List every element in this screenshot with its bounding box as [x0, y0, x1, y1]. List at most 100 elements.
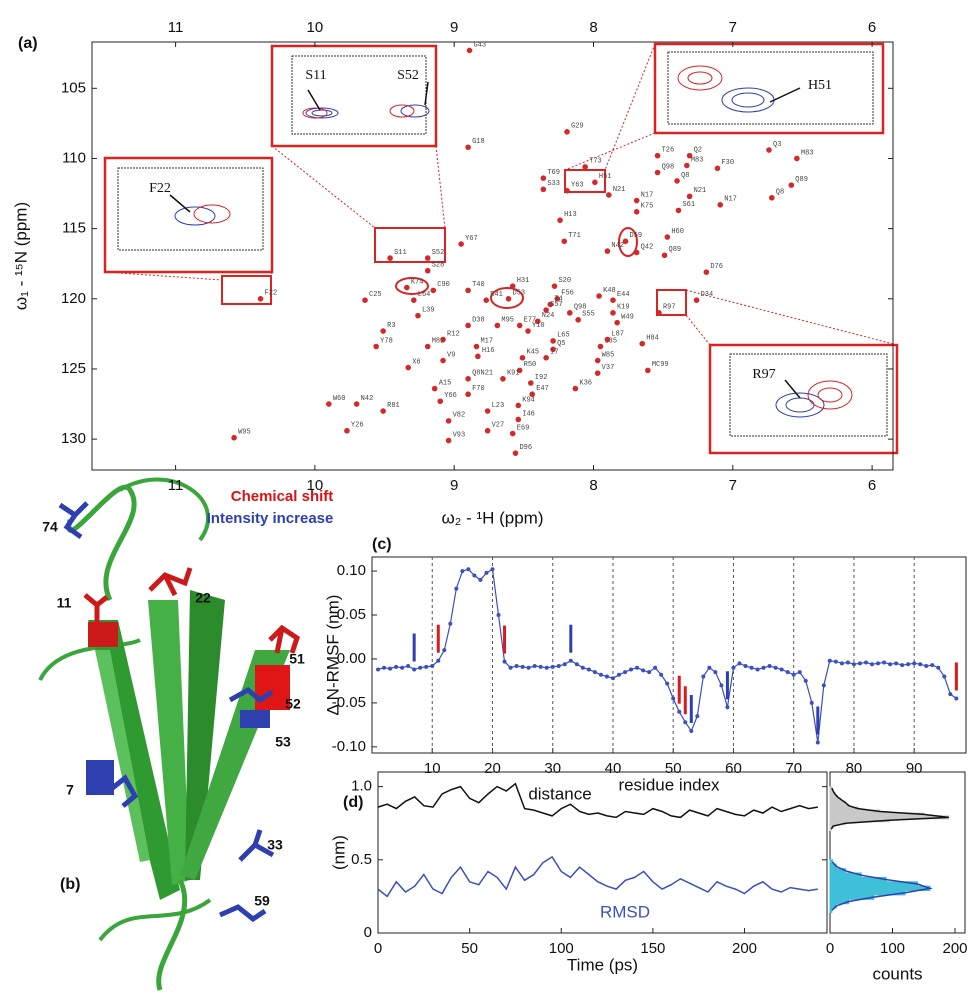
peak-label: A15 — [439, 379, 452, 387]
peak-label: Y66 — [444, 392, 457, 400]
peak-label: L65 — [557, 332, 570, 340]
point — [906, 662, 911, 667]
peak — [484, 427, 491, 434]
y-axis-title: Δ N-RMSF (nm) — [323, 595, 342, 716]
x-tick-label: 10 — [307, 19, 324, 36]
hist-bar — [829, 907, 833, 914]
peak — [445, 437, 452, 444]
peak-label: E77 — [524, 316, 537, 324]
x-axis-title: ω₂ - ¹H (ppm) — [441, 508, 543, 527]
point — [707, 665, 712, 670]
peak — [505, 296, 512, 302]
peak — [540, 175, 547, 181]
peak — [594, 357, 601, 364]
spectrum-insets — [103, 42, 899, 455]
point — [635, 665, 640, 670]
y-tick-label: -0.10 — [332, 738, 366, 755]
peak-label: Y63 — [571, 182, 584, 190]
peak — [654, 152, 661, 159]
point — [683, 720, 688, 725]
point — [737, 661, 742, 666]
x-tick-label: 100 — [880, 940, 905, 957]
peak-label: C25 — [369, 291, 382, 299]
peak — [373, 343, 379, 350]
peak — [674, 178, 680, 184]
point — [616, 672, 621, 677]
point — [508, 665, 513, 670]
point — [484, 570, 489, 575]
peak-label: F22 — [265, 290, 278, 298]
peak-label: Q2 — [694, 147, 702, 155]
inset-label: H51 — [808, 78, 832, 93]
peak — [430, 287, 437, 294]
peak-label: Y67 — [465, 235, 478, 243]
peak — [380, 328, 386, 334]
x-tick-label: 7 — [729, 477, 737, 494]
peak-label: D34 — [701, 291, 714, 299]
peak-label: D96 — [519, 444, 532, 452]
x-tick-label: 9 — [450, 477, 458, 494]
peak — [353, 401, 360, 407]
peak — [610, 310, 616, 316]
point — [954, 696, 959, 701]
peak — [604, 336, 611, 343]
peak-label: L64 — [418, 291, 431, 299]
point — [876, 661, 881, 666]
peak — [606, 192, 612, 198]
residue-label: 7 — [66, 782, 74, 798]
y-tick-label: 0.00 — [337, 650, 366, 667]
peak-label: G29 — [571, 123, 584, 131]
x-tick-label: 10 — [424, 760, 441, 777]
peak-label: H60 — [671, 228, 684, 236]
peak — [440, 357, 446, 364]
x-tick-label: 200 — [942, 940, 967, 957]
peak — [500, 375, 506, 382]
point — [677, 709, 682, 714]
peak-label: N24 — [542, 312, 555, 320]
x-tick-label: 60 — [725, 760, 742, 777]
peak — [465, 375, 471, 382]
peak-label: E69 — [517, 424, 530, 432]
point — [713, 670, 718, 675]
point — [659, 672, 664, 677]
residue-label: 59 — [254, 893, 270, 909]
peak-label: H84 — [646, 335, 659, 343]
peak-label: V93 — [453, 431, 466, 439]
point — [436, 658, 441, 663]
point — [394, 664, 399, 669]
x-tick-label: 0 — [374, 940, 382, 957]
peak — [528, 380, 534, 386]
point — [647, 670, 652, 675]
peak-label: Q98 — [662, 163, 675, 171]
x-tick-label: 100 — [549, 940, 574, 957]
peak-label: I35 — [604, 337, 617, 345]
point — [815, 740, 820, 745]
peak-label: T71 — [568, 232, 581, 240]
peak-label: M83 — [691, 156, 704, 164]
point — [544, 665, 549, 670]
point — [942, 674, 947, 679]
point — [833, 659, 838, 664]
point — [653, 665, 658, 670]
peak-label: S20 — [558, 277, 571, 285]
peak — [714, 165, 721, 172]
point — [532, 663, 537, 668]
point — [894, 661, 899, 666]
residue-label: 22 — [195, 590, 211, 606]
peak — [424, 267, 431, 274]
residue-label: 74 — [42, 519, 58, 535]
peak-label: MC99 — [652, 361, 669, 369]
peak-label: G18 — [472, 138, 485, 146]
point — [827, 658, 832, 663]
x-tick-label: 8 — [589, 19, 597, 36]
peak-label: R41 — [490, 291, 503, 299]
point — [671, 696, 676, 701]
peak — [557, 217, 563, 224]
peak — [622, 238, 629, 245]
point — [382, 665, 387, 670]
series-line — [377, 855, 818, 898]
y-tick-label: 120 — [61, 290, 86, 307]
x-tick-label: 40 — [605, 760, 622, 777]
point — [592, 670, 597, 675]
peak — [326, 401, 332, 407]
